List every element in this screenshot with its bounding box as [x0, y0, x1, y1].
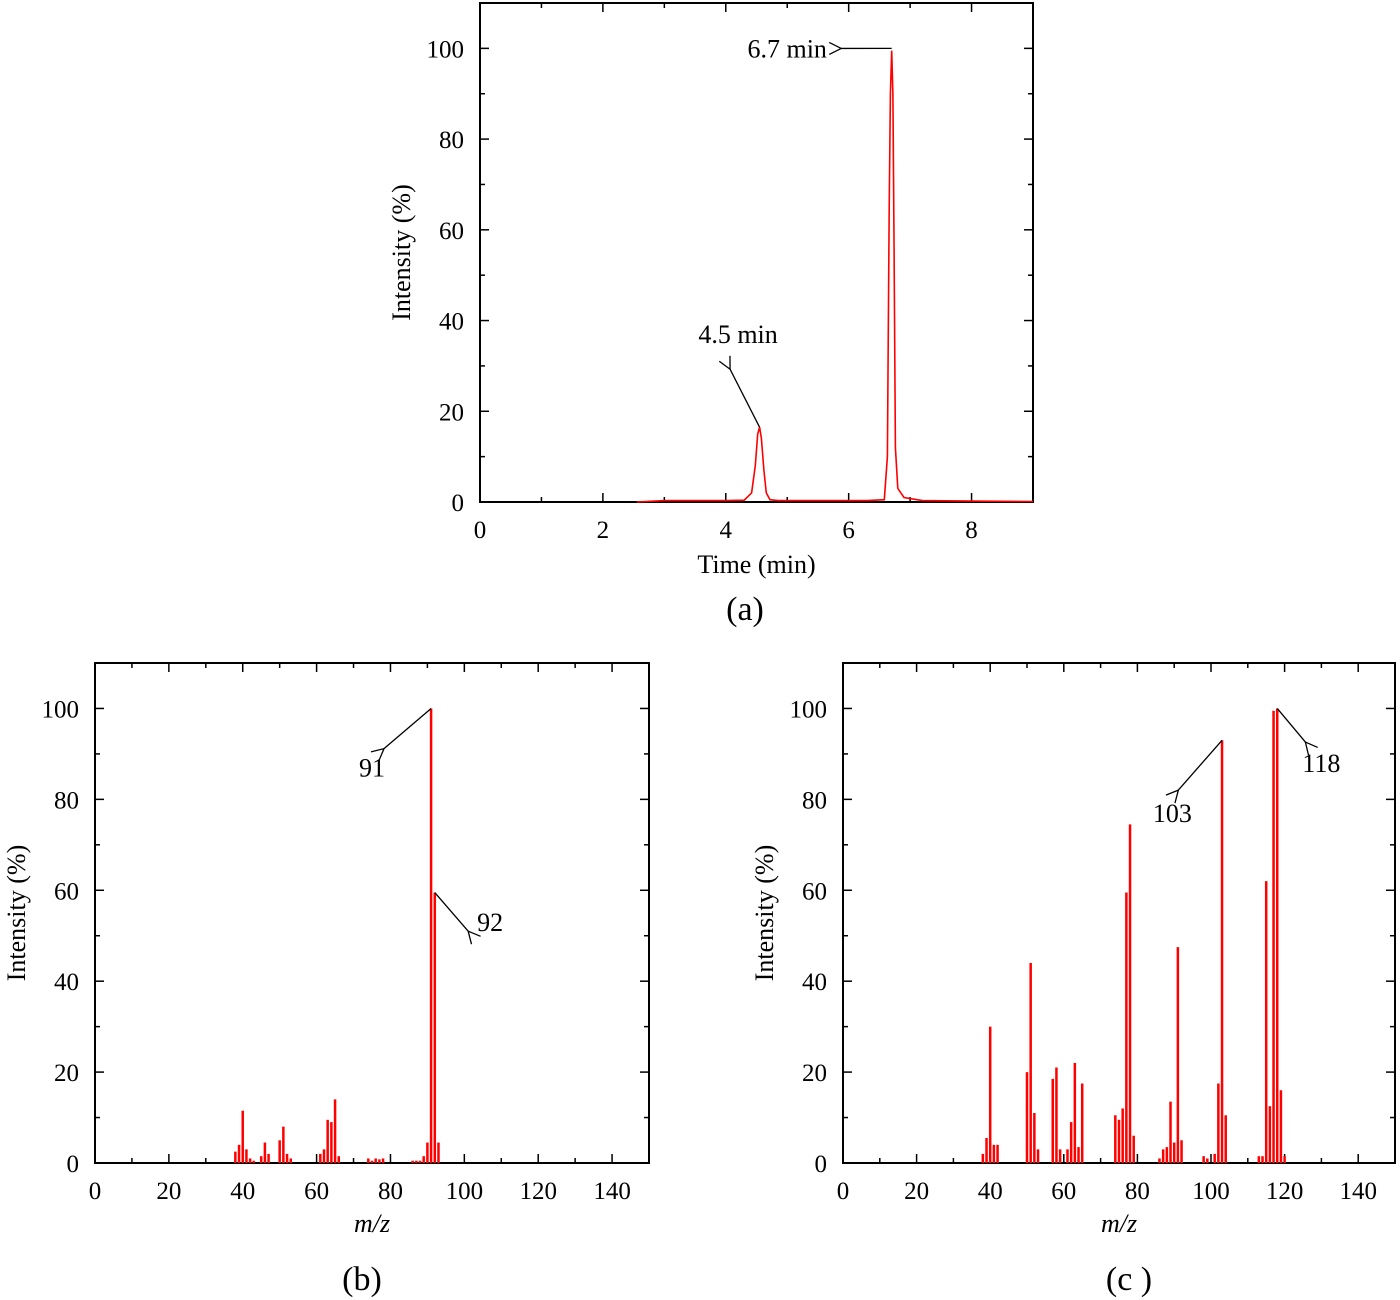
x-tick-label: 40 [978, 1178, 1003, 1205]
y-tick-label: 100 [790, 696, 828, 723]
x-tick-label: 120 [1266, 1178, 1304, 1205]
x-tick-label: 80 [378, 1178, 403, 1205]
panel-label: (a) [726, 591, 764, 628]
y-tick-label: 0 [815, 1151, 828, 1178]
panel-label: (c ) [1106, 1261, 1152, 1298]
annotation-arrow [1178, 739, 1223, 790]
x-tick-label: 6 [842, 517, 855, 544]
x-tick-label: 120 [519, 1178, 557, 1205]
x-tick-label: 60 [304, 1178, 329, 1205]
annotation-label: 92 [477, 908, 503, 937]
x-axis-label: Time (min) [697, 550, 815, 579]
x-tick-label: 140 [593, 1178, 631, 1205]
y-tick-label: 80 [802, 787, 827, 814]
x-tick-label: 2 [597, 517, 610, 544]
y-tick-label: 40 [439, 309, 464, 336]
y-tick-label: 100 [42, 696, 80, 723]
plot-frame [479, 2, 1034, 503]
x-tick-label: 100 [1192, 1178, 1230, 1205]
y-axis-label: Intensity (%) [750, 845, 779, 981]
y-tick-label: 60 [439, 218, 464, 245]
y-axis-label: Intensity (%) [2, 845, 31, 981]
x-tick-label: 0 [837, 1178, 850, 1205]
annotation-label: 6.7 min [747, 34, 826, 63]
x-tick-label: 100 [446, 1178, 484, 1205]
y-tick-label: 100 [427, 36, 465, 63]
plot-frame [94, 662, 650, 1164]
x-tick-label: 20 [156, 1178, 181, 1205]
x-tick-label: 60 [1051, 1178, 1076, 1205]
series-line [636, 50, 1034, 503]
y-tick-label: 80 [439, 127, 464, 154]
annotation-label: 118 [1302, 749, 1340, 778]
y-axis-label: Intensity (%) [387, 184, 416, 320]
y-tick-label: 20 [54, 1060, 79, 1087]
x-tick-label: 40 [230, 1178, 255, 1205]
y-tick-label: 20 [802, 1060, 827, 1087]
y-tick-label: 60 [802, 878, 827, 905]
y-tick-label: 0 [67, 1151, 80, 1178]
y-tick-label: 20 [439, 399, 464, 426]
chart-panel-b: 0 20 40 60 80 100 120 140 0 20 40 60 80 100 m/z Intensi… [2, 662, 650, 1298]
annotation-arrow [1276, 708, 1305, 742]
panel-label: (b) [342, 1261, 382, 1298]
plot-frame [842, 662, 1396, 1164]
x-axis-label: m/z [1101, 1209, 1137, 1238]
y-tick-label: 40 [802, 969, 827, 996]
x-tick-label: 4 [720, 517, 733, 544]
chart-panel-c: 0 20 40 60 80 100 120 140 0 20 40 60 80 100 m/z Intensi… [750, 662, 1396, 1298]
y-tick-label: 60 [54, 878, 79, 905]
y-tick-label: 80 [54, 787, 79, 814]
annotation-label: 4.5 min [698, 320, 777, 349]
annotation-arrow [730, 369, 761, 428]
x-tick-label: 0 [474, 517, 487, 544]
x-tick-label: 0 [89, 1178, 102, 1205]
y-tick-label: 0 [452, 490, 465, 517]
annotation-label: 91 [359, 754, 385, 783]
annotation-label: 103 [1153, 799, 1192, 828]
x-tick-label: 20 [904, 1178, 929, 1205]
x-tick-label: 140 [1339, 1178, 1377, 1205]
y-tick-label: 40 [54, 969, 79, 996]
annotation-arrow [384, 707, 432, 748]
annotation-arrow [434, 892, 468, 932]
x-tick-label: 80 [1125, 1178, 1150, 1205]
x-tick-label: 8 [965, 517, 978, 544]
x-axis-label: m/z [354, 1209, 390, 1238]
